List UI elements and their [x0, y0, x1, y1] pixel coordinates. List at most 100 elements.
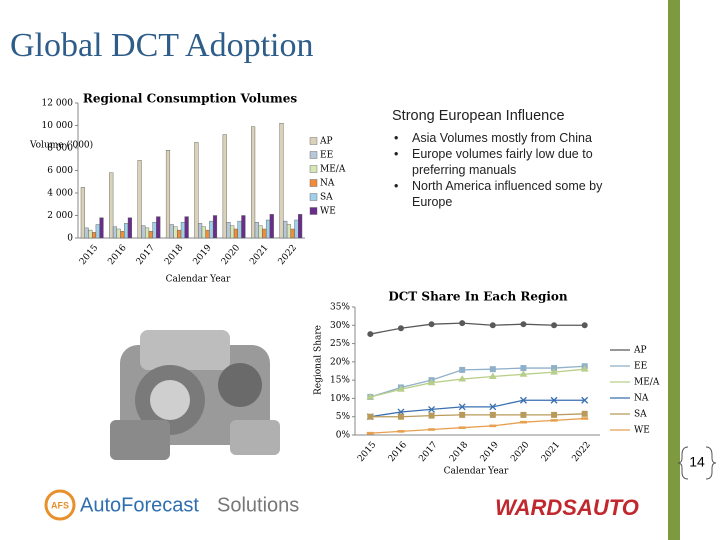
point [519, 396, 527, 404]
legend-swatch [309, 179, 318, 187]
legend-label: NA [320, 179, 335, 189]
point [428, 412, 435, 419]
legend-label: NA [634, 394, 649, 404]
legend-swatch [309, 207, 318, 215]
bullet-heading: Strong European Influence [392, 108, 565, 124]
x-tick-label: 2018 [448, 440, 471, 464]
y-tick-label: 8 000 [47, 144, 73, 154]
bar [88, 229, 93, 239]
bullet: Europe volumes fairly low due to preferr… [394, 146, 642, 178]
x-tick-label: 2017 [135, 243, 158, 267]
bar [91, 232, 97, 239]
bar [112, 226, 118, 239]
x-tick-label: 2016 [387, 440, 410, 464]
line [370, 365, 585, 398]
line [370, 322, 585, 335]
point [550, 396, 558, 404]
x-tick-label: 2021 [248, 243, 270, 267]
point [367, 413, 374, 420]
y-tick-label: 4 000 [47, 189, 73, 199]
point [520, 365, 527, 372]
legend-label: AP [633, 346, 647, 356]
y-tick-label: 20% [330, 357, 350, 367]
legend-swatch [309, 165, 318, 173]
bar [262, 228, 267, 239]
y-tick-label: 10% [330, 394, 350, 404]
bar [205, 229, 210, 239]
y-tick-label: 25% [330, 339, 350, 349]
bar [169, 224, 174, 239]
chart-title: Regional Consumption Volumes [83, 92, 297, 106]
bar [180, 222, 185, 239]
point [427, 378, 436, 386]
legend-label: WE [320, 207, 336, 217]
point [428, 428, 436, 431]
legend-label: SA [320, 193, 333, 203]
bullet-box: Strong European Influence Asia Volumes m… [392, 108, 642, 210]
point [519, 370, 528, 377]
legend-label: ME/A [320, 165, 346, 175]
bar [298, 214, 303, 239]
point [581, 396, 589, 404]
bar [294, 219, 299, 239]
x-tick-label: 2018 [163, 243, 186, 267]
bar [137, 160, 142, 239]
point [489, 403, 497, 411]
y-tick-label: 15% [330, 376, 350, 386]
y-tick-label: 10 000 [42, 121, 74, 131]
line [370, 368, 585, 398]
point [519, 420, 527, 424]
point [489, 411, 496, 418]
y-tick-label: 2 000 [47, 211, 73, 221]
point [459, 411, 466, 418]
legend-label: SA [634, 410, 647, 420]
point [428, 405, 436, 413]
bar [269, 214, 274, 239]
bar [194, 142, 199, 239]
bar [184, 216, 189, 239]
point [428, 321, 435, 328]
bar [116, 228, 121, 239]
legend-label: AP [319, 137, 333, 147]
slide-title: Global DCT Adoption [10, 27, 314, 64]
point [581, 417, 589, 420]
point [489, 366, 496, 373]
point [520, 321, 527, 328]
point [458, 375, 467, 382]
point [397, 430, 405, 433]
bar [241, 215, 246, 239]
logo-brand: AutoForecast [80, 494, 199, 516]
y-tick-label: 0 [67, 234, 73, 244]
afs-logo: AFS AutoForecast Solutions [44, 489, 299, 521]
bar [222, 134, 227, 239]
point [551, 411, 558, 418]
legend-label: EE [320, 151, 333, 161]
x-tick-label: 2019 [479, 440, 502, 464]
bar [251, 126, 256, 239]
point [397, 325, 404, 332]
point [397, 385, 405, 392]
bar [95, 224, 100, 239]
bar [209, 220, 214, 239]
y-axis-label: Regional Share [314, 325, 324, 395]
bar [198, 223, 203, 239]
bar [283, 220, 288, 239]
y-tick-label: 6 000 [47, 166, 73, 176]
bar [124, 223, 129, 239]
x-axis-label: Calendar Year [444, 467, 509, 477]
bar [148, 231, 153, 239]
bar [286, 224, 292, 239]
point [551, 322, 558, 329]
partner-logo: WARDSAUTO [495, 495, 639, 520]
legend-swatch [309, 137, 318, 145]
legend-label: WE [634, 426, 650, 436]
y-tick-label: 5% [336, 412, 351, 422]
point [489, 322, 496, 329]
line [370, 413, 585, 418]
bar [80, 187, 85, 239]
bar [201, 226, 206, 239]
x-tick-label: 2020 [220, 243, 243, 267]
bar [254, 222, 259, 239]
line [370, 417, 585, 434]
